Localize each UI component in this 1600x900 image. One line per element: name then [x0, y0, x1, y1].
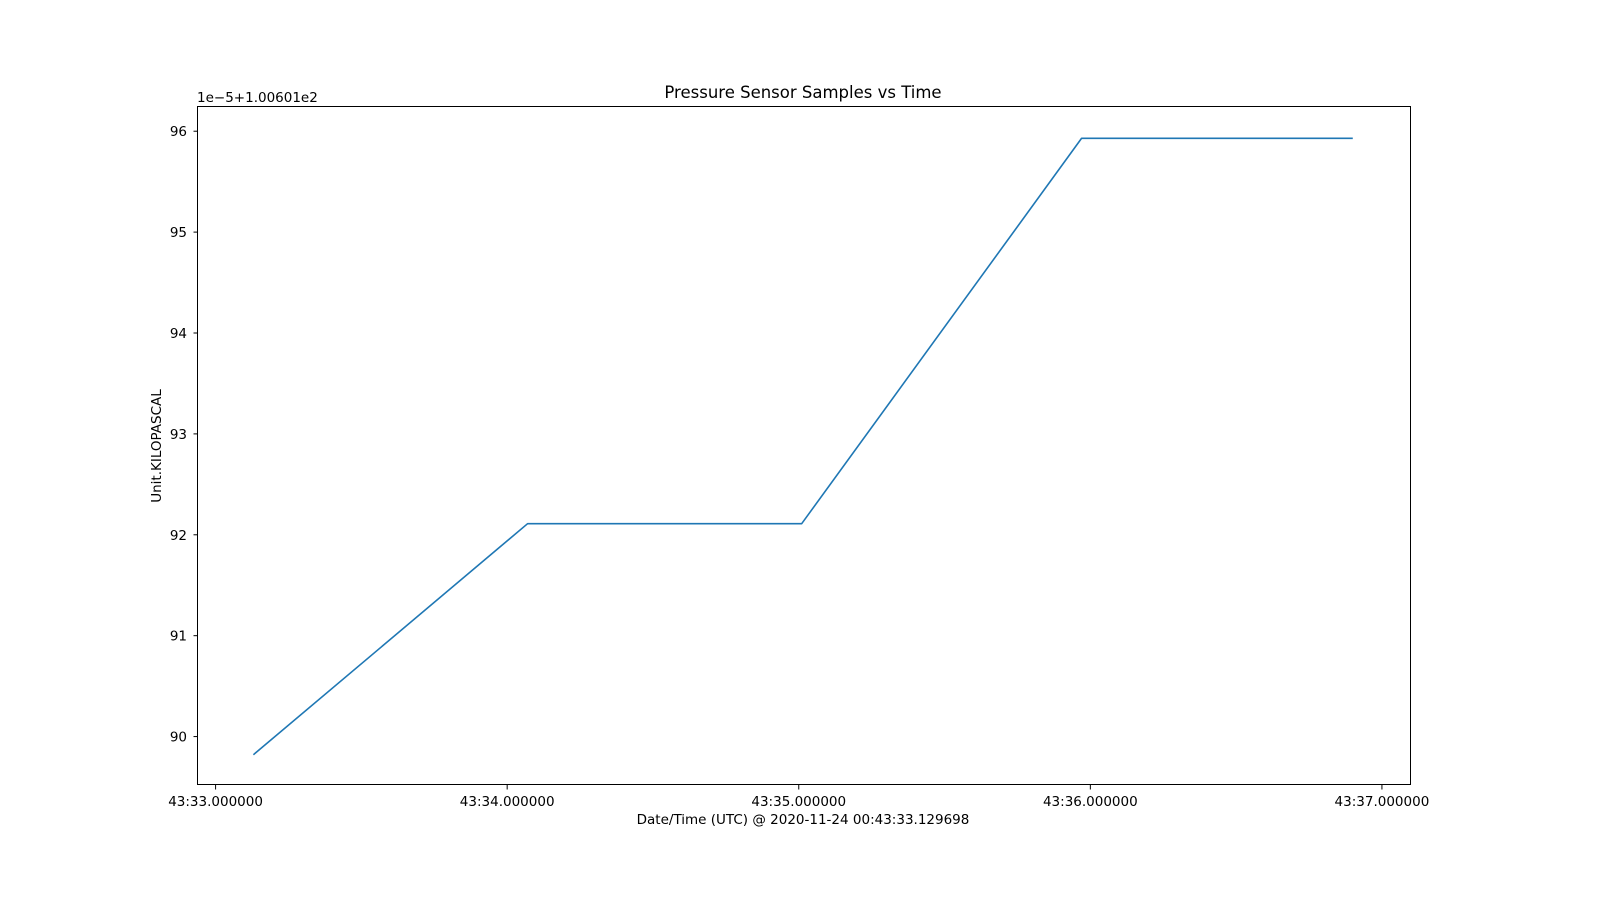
y-tick-label: 96	[170, 124, 187, 140]
y-tick-label: 94	[170, 326, 187, 342]
chart-title: Pressure Sensor Samples vs Time	[664, 83, 941, 102]
x-tick-label: 43:34.000000	[460, 794, 555, 810]
x-tick-label: 43:35.000000	[751, 794, 846, 810]
y-tick-label: 90	[170, 730, 187, 746]
y-tick-label: 91	[170, 629, 187, 645]
x-tick-label: 43:33.000000	[168, 794, 263, 810]
y-tick-label: 93	[170, 427, 187, 443]
plot-area-frame	[197, 106, 1411, 785]
y-axis-ticks: 90 91 92 93 94 95 96	[170, 124, 198, 746]
x-tick-label: 43:36.000000	[1043, 794, 1138, 810]
y-offset-label: 1e−5+1.00601e2	[197, 90, 318, 106]
series-line-pressure	[252, 137, 1353, 756]
y-axis-title: Unit.KILOPASCAL	[149, 389, 165, 503]
x-axis-ticks: 43:33.000000 43:34.000000 43:35.000000 43:3…	[168, 785, 1429, 810]
x-tick-label: 43:37.000000	[1335, 794, 1430, 810]
y-tick-label: 95	[170, 225, 187, 241]
x-axis-title: Date/Time (UTC) @ 2020-11-24 00:43:33.12…	[637, 812, 970, 828]
y-tick-label: 92	[170, 528, 187, 544]
